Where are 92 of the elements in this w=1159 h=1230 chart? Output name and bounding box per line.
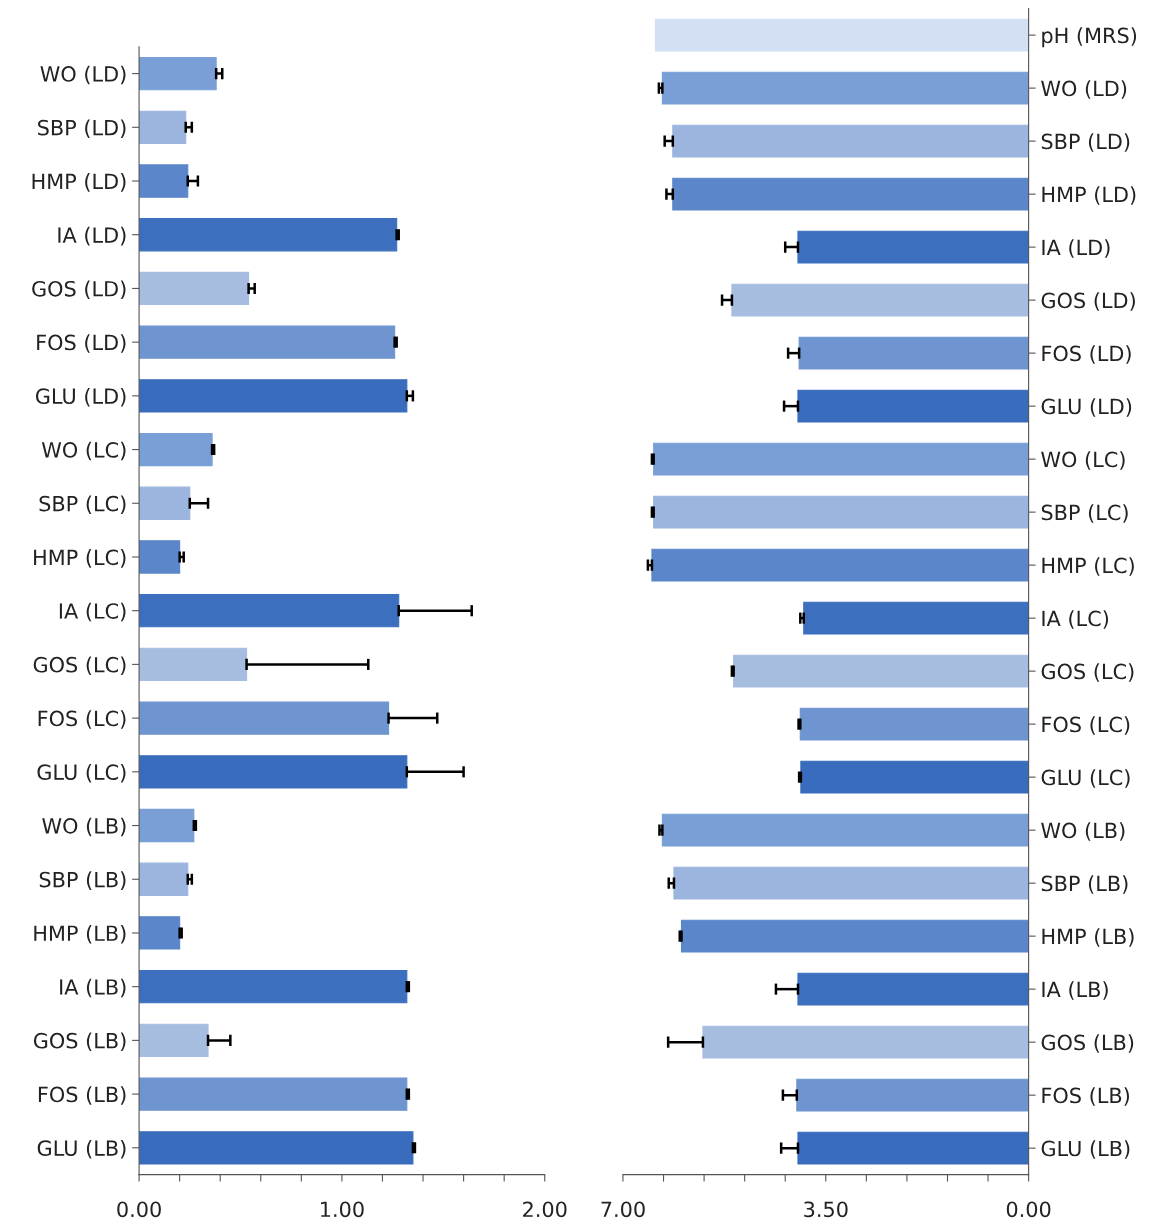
bar: [139, 164, 189, 198]
y-tick-label: FOS (LB): [1042, 1087, 1130, 1106]
bar: [796, 1078, 1029, 1112]
y-tick-label: WO (LC): [1041, 451, 1125, 470]
bar: [139, 1023, 209, 1058]
y-tick-label: SBP (LD): [38, 119, 126, 138]
bar: [731, 283, 1029, 317]
y-tick-label: IA (LD): [1042, 239, 1110, 258]
x-tick-label: 7.00: [601, 1201, 645, 1218]
y-tick-label: SBP (LB): [39, 871, 126, 890]
bar: [673, 866, 1029, 900]
bar: [672, 124, 1029, 158]
bar: [672, 177, 1029, 211]
y-tick-label: FOS (LC): [1042, 716, 1130, 735]
y-tick-label: IA (LC): [1042, 610, 1109, 629]
bar: [139, 808, 195, 843]
x-tick-label: 0.00: [1006, 1201, 1051, 1218]
x-tick-label: 3.50: [804, 1201, 848, 1218]
y-tick-label: WO (LD): [40, 65, 126, 85]
y-tick-label: FOS (LD): [37, 334, 126, 353]
bar: [139, 379, 408, 413]
y-tick-label: SBP (LC): [39, 495, 126, 514]
bar: [139, 56, 217, 91]
y-tick-label: IA (LC): [59, 602, 126, 622]
y-tick-label: WO (LC): [41, 441, 126, 461]
y-tick-label: FOS (LB): [38, 1086, 126, 1105]
bar: [139, 916, 181, 950]
bar: [651, 548, 1029, 582]
y-tick-label: HMP (LC): [34, 549, 126, 568]
bar: [661, 813, 1029, 847]
bar: [797, 972, 1029, 1006]
y-tick-label: GOS (LD): [32, 280, 126, 300]
bar: [139, 862, 189, 896]
bar: [139, 540, 181, 574]
y-tick-label: SBP (LC): [1041, 504, 1128, 523]
bar: [797, 1131, 1029, 1165]
bar: [653, 495, 1029, 529]
bar: [799, 707, 1029, 741]
bar: [139, 110, 187, 144]
bar: [797, 230, 1029, 264]
bar: [139, 325, 396, 359]
y-tick-label: GLU (LC): [37, 763, 126, 783]
bar: [661, 71, 1029, 105]
y-tick-label: GLU (LD): [1041, 398, 1132, 417]
y-tick-label: FOS (LD): [1042, 345, 1131, 364]
y-tick-label: HMP (LB): [1042, 928, 1134, 947]
y-tick-label: SBP (LB): [1041, 875, 1128, 894]
x-tick-label: 2.00: [523, 1201, 567, 1218]
bar: [139, 1077, 408, 1111]
bar: [139, 271, 250, 306]
bar: [139, 701, 390, 735]
y-tick-label: HMP (LD): [32, 173, 126, 192]
y-tick-label: GLU (LD): [35, 387, 126, 407]
y-tick-label: HMP (LD): [1042, 186, 1136, 205]
y-tick-label: IA (LB): [1042, 981, 1108, 1000]
bar: [803, 601, 1029, 635]
bar: [797, 389, 1029, 423]
y-tick-label: GOS (LB): [1041, 1034, 1134, 1053]
y-tick-label: IA (LD): [58, 226, 126, 246]
bar: [139, 969, 408, 1004]
y-tick-label: HMP (LC): [1042, 557, 1134, 576]
bar: [702, 1025, 1029, 1059]
y-tick-label: GLU (LB): [1041, 1140, 1130, 1159]
y-tick-label: WO (LD): [1041, 80, 1127, 99]
bar: [733, 654, 1029, 688]
bar: [139, 218, 398, 252]
y-tick-label: GLU (LC): [1041, 769, 1130, 788]
bar: [139, 1131, 414, 1165]
y-tick-label: IA (LB): [60, 978, 126, 998]
bar: [653, 442, 1029, 476]
y-tick-label: GOS (LC): [1041, 663, 1134, 682]
y-tick-label: GLU (LB): [37, 1139, 126, 1159]
x-tick-label: 1.00: [321, 1201, 364, 1218]
bar: [798, 336, 1029, 370]
y-tick-label: GOS (LB): [33, 1032, 126, 1052]
y-tick-label: GOS (LD): [1041, 292, 1135, 311]
x-tick-label: 0.00: [117, 1201, 161, 1218]
y-tick-label: WO (LB): [42, 817, 126, 837]
bar: [139, 755, 408, 789]
bar: [139, 486, 191, 520]
bar: [139, 594, 400, 628]
bar: [800, 760, 1029, 794]
y-tick-label: GOS (LC): [33, 656, 126, 676]
y-tick-label: HMP (LB): [34, 925, 126, 944]
y-tick-label: FOS (LC): [38, 710, 126, 729]
bar: [139, 432, 213, 467]
y-tick-label: WO (LB): [1041, 822, 1125, 841]
y-tick-label: SBP (LD): [1041, 133, 1130, 152]
y-tick-label: pH (MRS): [1042, 27, 1137, 48]
bar: [654, 18, 1029, 52]
bar: [680, 919, 1029, 953]
bar: [139, 647, 248, 682]
